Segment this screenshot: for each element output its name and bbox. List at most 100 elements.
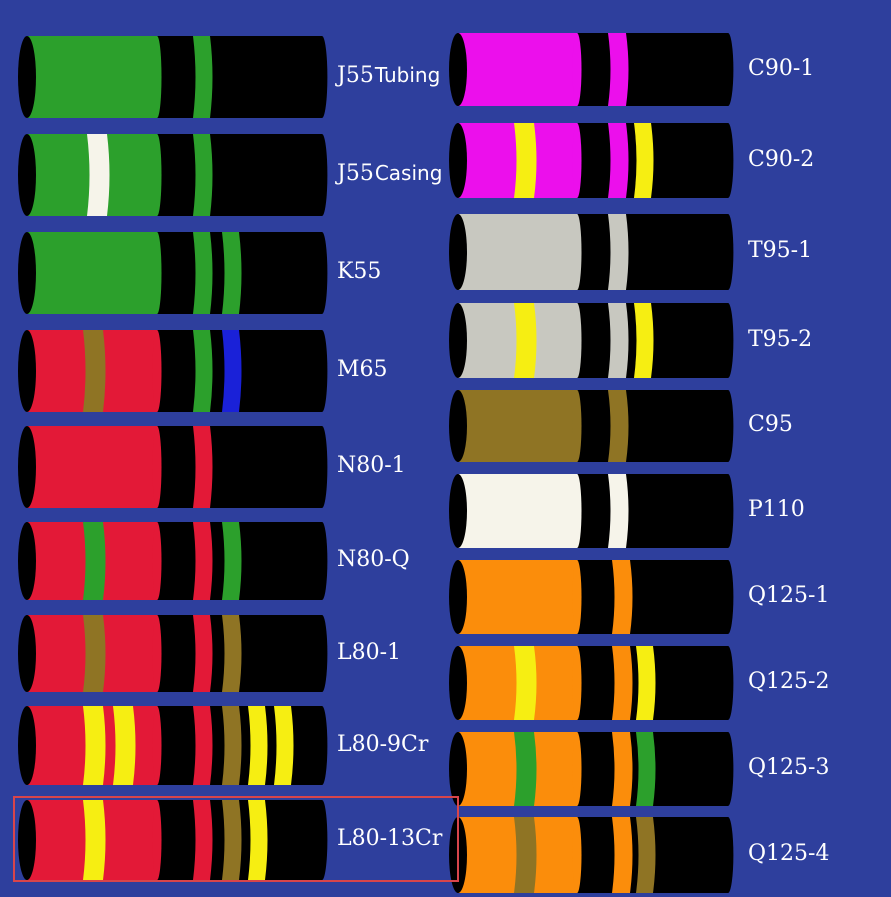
coupling-band-yellow [274,706,294,785]
pipe-open-end [18,232,36,314]
grade-name: Q125-1 [748,583,830,608]
body-band-green [514,732,537,806]
grade-name: L80-9Cr [337,731,429,757]
grade-name: Q125-4 [748,841,830,866]
pipe-body-edge [572,732,582,806]
coupling-band-brown [222,706,242,785]
pipe-open-end [18,330,36,412]
pipe-q125-4 [449,817,734,893]
pipe-body-edge [152,134,162,216]
coupling-band-orange [612,646,633,720]
grade-name: T95-1 [748,238,813,263]
coupling-band-orange [612,817,633,893]
grade-name: C90-1 [748,55,815,81]
pipe-c90-2 [449,123,734,198]
grade-label-l80-1: L80-1 [337,639,402,665]
coupling-band-yellow [634,303,654,378]
grade-name: C90-2 [748,146,815,172]
body-band-yellow [83,800,106,880]
pipe-body [27,232,157,314]
pipe-body-edge [152,615,162,692]
pipe-open-end [18,706,36,785]
pipe-open-end [18,800,36,880]
coupling-band-brown [636,817,656,893]
grade-label-t95-2: T95-2 [748,326,813,352]
grade-name: T95-2 [748,326,813,352]
grade-name: K55 [337,259,382,284]
pipe-end [722,817,734,893]
pipe-body-edge [572,33,582,106]
grade-label-q125-3: Q125-3 [748,757,829,779]
grade-label-q125-1: Q125-1 [748,585,829,607]
coupling-band-green [193,330,213,412]
coupling-band-green [636,732,656,806]
pipe-j55-casing [18,134,328,216]
grade-label-l80-9cr: L80-9Cr [337,731,429,757]
body-band-brown [83,615,106,692]
grade-name: L80-13Cr [337,826,443,851]
body-band-yellow [514,646,537,720]
pipe-open-end [18,615,36,692]
pipe-body [458,214,577,290]
pipe-q125-3 [449,732,734,806]
pipe-end [722,732,734,806]
pipe-body [458,390,577,462]
body-band-yellow [514,123,537,198]
pipe-c90-1 [449,33,734,106]
pipe-t95-1 [449,214,734,290]
pipe-body-edge [572,646,582,720]
coupling-band-red [193,522,213,600]
pipe-body-edge [572,123,582,198]
highlight-box [13,796,459,882]
pipe-end [316,232,328,314]
pipe-open-end [449,214,467,290]
coupling-band-gray [608,303,629,378]
pipe-l80-13cr [18,800,328,880]
grade-name: Q125-2 [748,669,830,694]
grade-name: L80-1 [337,639,402,665]
grade-label-c90-2: C90-2 [748,146,815,172]
pipe-body-edge [152,330,162,412]
pipe-open-end [449,560,467,634]
grade-label-q125-2: Q125-2 [748,671,829,693]
grade-label-t95-1: T95-1 [748,240,812,262]
pipe-end [316,522,328,600]
pipe-open-end [449,474,467,548]
pipe-body-edge [572,214,582,290]
pipe-open-end [449,390,467,462]
grade-label-j55-casing: J55Casing [337,163,442,185]
pipe-l80-1 [18,615,328,692]
grade-name: J55 [337,63,374,88]
grade-name: C95 [748,412,793,437]
pipe-j55-tubing [18,36,328,118]
coupling-band-green [193,134,213,216]
coupling-band-white [608,474,629,548]
grade-name: Q125-3 [748,755,830,780]
pipe-end [316,800,328,880]
pipe-body-edge [152,426,162,508]
coupling-band-red [193,800,213,880]
pipe-open-end [449,303,467,378]
coupling-band-magenta [608,123,629,198]
coupling-band-red [193,706,213,785]
pipe-end [722,474,734,548]
pipe-body-edge [572,474,582,548]
pipe-open-end [449,33,467,106]
pipe-body-edge [152,522,162,600]
pipe-end [316,706,328,785]
grade-name: P110 [748,497,805,522]
coupling-band-green [193,36,213,118]
pipe-m65 [18,330,328,412]
grade-label-c90-1: C90-1 [748,55,815,81]
grade-label-n80-1: N80-1 [337,455,406,477]
grade-label-n80-q: N80-Q [337,549,410,571]
coupling-band-yellow [636,646,656,720]
pipe-body [458,33,577,106]
coupling-band-yellow [248,800,268,880]
pipe-t95-2 [449,303,734,378]
coupling-band-red [193,426,213,508]
grade-name: N80-1 [337,453,406,478]
pipe-end [316,330,328,412]
pipe-end [722,646,734,720]
